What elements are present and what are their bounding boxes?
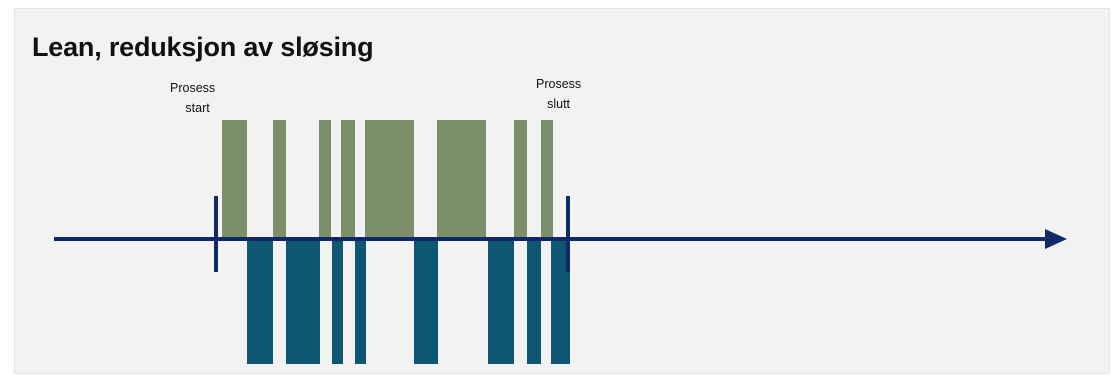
process-end-label-line1: Prosess (536, 77, 582, 91)
waste-blocks (247, 239, 570, 364)
value-block (222, 120, 247, 237)
value-block (341, 120, 355, 237)
process-start-label: Prosess start (170, 78, 215, 118)
process-start-label-line1: Prosess (170, 81, 216, 95)
process-end-label-line2: slutt (547, 97, 571, 111)
waste-block (286, 239, 320, 364)
waste-block (247, 239, 273, 364)
waste-block (332, 239, 343, 364)
value-block (437, 120, 486, 237)
value-block (514, 120, 527, 237)
waste-block (414, 239, 438, 364)
process-end-label: Prosess slutt (536, 74, 581, 114)
value-block (541, 120, 553, 237)
value-block (319, 120, 331, 237)
value-adding-blocks (222, 120, 553, 237)
timeline-arrowhead (1045, 229, 1067, 249)
waste-block (355, 239, 366, 364)
waste-block (527, 239, 541, 364)
value-block (273, 120, 286, 237)
waste-block (488, 239, 514, 364)
waste-block (551, 239, 570, 364)
process-start-label-line2: start (185, 101, 210, 115)
value-block (365, 120, 414, 237)
diagram-title: Lean, reduksjon av sløsing (32, 32, 374, 62)
